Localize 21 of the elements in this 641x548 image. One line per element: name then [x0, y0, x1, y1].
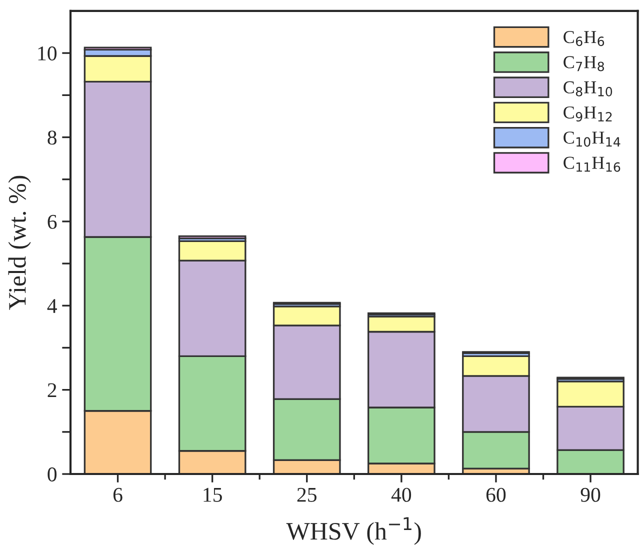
legend-label: C$_{7}$H$_{8}$: [564, 56, 604, 72]
y-tick-label: 0: [48, 467, 57, 482]
x-tick-label: 60: [486, 488, 506, 502]
legend-label: C$_{11}$H$_{16}$: [564, 156, 620, 172]
legend-label: C$_{8}$H$_{10}$: [564, 81, 612, 96]
y-tick-label: 10: [38, 46, 57, 60]
y-tick-label: 8: [48, 130, 57, 145]
y-tick-label: 2: [48, 383, 56, 398]
x-tick-label: 15: [204, 488, 222, 502]
legend-label: C$_{10}$H$_{14}$: [564, 132, 620, 147]
x-tick-label: 6: [113, 488, 122, 502]
y-tick-label: 4: [47, 299, 57, 313]
y-tick-label: 6: [48, 214, 57, 229]
legend-label: C$_{6}$H$_{6}$: [564, 31, 604, 46]
bar: [178, 235, 246, 240]
x-axis-title: WHSV (h$^{−1}$): [286, 517, 421, 545]
legend-label: C$_{9}$H$_{12}$: [564, 106, 612, 122]
y-axis-title: Yield (wt. %): [8, 176, 31, 310]
x-tick-label: 90: [580, 488, 600, 502]
x-tick-label: 40: [391, 488, 412, 502]
x-tick-label: 25: [297, 488, 316, 502]
